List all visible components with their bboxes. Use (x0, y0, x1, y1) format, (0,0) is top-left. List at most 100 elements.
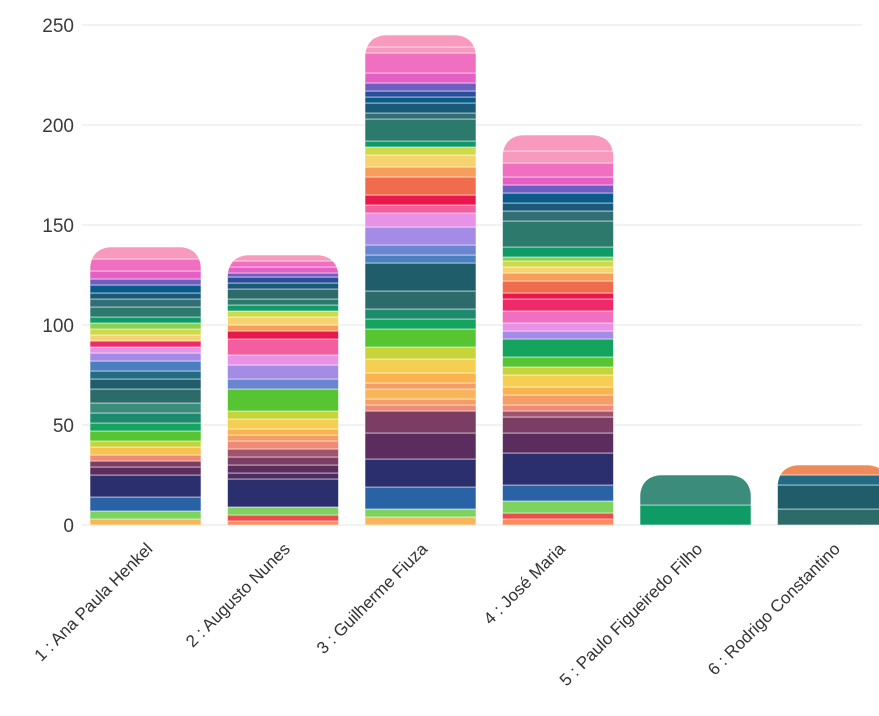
bar-4-segment-13[interactable] (502, 366, 614, 376)
bar-2-segment-17[interactable] (227, 354, 339, 366)
bar-3-segment-17[interactable] (365, 290, 476, 310)
bar-6-segment-3[interactable] (777, 474, 879, 486)
bar-1-segment-21[interactable] (90, 334, 201, 342)
bar-6-segment-2[interactable] (777, 484, 879, 510)
bar-3-segment-30[interactable] (365, 118, 476, 142)
bar-3-segment-18[interactable] (365, 262, 476, 292)
bar-3-segment-14[interactable] (365, 328, 476, 348)
bar-4-segment-15[interactable] (502, 338, 614, 358)
bar-1-segment-16[interactable] (90, 370, 201, 380)
bar-3-segment-1[interactable] (365, 516, 476, 525)
bar-1-segment-23[interactable] (90, 322, 201, 330)
bar-1-segment-7[interactable] (90, 454, 201, 462)
bar-1-segment-4[interactable] (90, 474, 201, 498)
bar-2-segment-19[interactable] (227, 330, 339, 340)
bar-3-segment-37[interactable] (365, 52, 476, 74)
bar-1-segment-26[interactable] (90, 298, 201, 308)
bar-2-segment-21[interactable] (227, 316, 339, 326)
bar-2-segment-3[interactable] (227, 506, 339, 516)
bar-1-segment-2[interactable] (90, 510, 201, 520)
bar-5[interactable] (640, 475, 751, 525)
bar-2-segment-27[interactable] (227, 276, 339, 284)
bar-1-segment-20[interactable] (90, 340, 201, 348)
bar-4-segment-20[interactable] (502, 292, 614, 300)
bar-1-segment-14[interactable] (90, 388, 201, 404)
bar-2-segment-10[interactable] (227, 434, 339, 442)
bar-4-segment-8[interactable] (502, 410, 614, 418)
bar-4-segment-19[interactable] (502, 298, 614, 312)
bar-3-segment-13[interactable] (365, 346, 476, 360)
bar-4-segment-30[interactable] (502, 192, 614, 204)
bar-3-segment-34[interactable] (365, 90, 476, 98)
bar-3-segment-27[interactable] (365, 154, 476, 168)
bar-3-segment-19[interactable] (365, 254, 476, 264)
bar-3-segment-21[interactable] (365, 226, 476, 246)
bar-2-segment-13[interactable] (227, 410, 339, 420)
bar-3-segment-36[interactable] (365, 72, 476, 84)
bar-2-segment-12[interactable] (227, 418, 339, 430)
bar-3-segment-3[interactable] (365, 486, 476, 510)
bar-2-segment-22[interactable] (227, 310, 339, 318)
bar-3-segment-8[interactable] (365, 398, 476, 406)
bar-1-segment-19[interactable] (90, 346, 201, 354)
bar-4-segment-28[interactable] (502, 210, 614, 222)
bar-3-segment-33[interactable] (365, 96, 476, 104)
bar-1-segment-6[interactable] (90, 460, 201, 468)
bar-2-segment-15[interactable] (227, 378, 339, 390)
bar-2-segment-18[interactable] (227, 338, 339, 356)
bar-4-segment-21[interactable] (502, 280, 614, 294)
bar-3-segment-12[interactable] (365, 358, 476, 374)
bar-1-segment-24[interactable] (90, 316, 201, 324)
bar-3-segment-22[interactable] (365, 212, 476, 228)
bar-5-segment-1[interactable] (640, 504, 751, 525)
bar-4-segment-5[interactable] (502, 452, 614, 486)
bar-4-segment-6[interactable] (502, 432, 614, 454)
bar-4-segment-25[interactable] (502, 256, 614, 262)
bar-3-segment-26[interactable] (365, 166, 476, 178)
bar-3-segment-6[interactable] (365, 410, 476, 434)
bar-4-segment-35[interactable] (502, 135, 614, 152)
bar-6-segment-4[interactable] (777, 465, 879, 476)
bar-3-segment-4[interactable] (365, 458, 476, 488)
bar-2-segment-1[interactable] (227, 520, 339, 525)
bar-3-segment-23[interactable] (365, 204, 476, 214)
bar-4-segment-7[interactable] (502, 416, 614, 434)
bar-4-segment-29[interactable] (502, 202, 614, 212)
bar-1-segment-10[interactable] (90, 430, 201, 442)
bar-2-segment-28[interactable] (227, 272, 339, 278)
bar-2-segment-30[interactable] (227, 260, 339, 268)
bar-3-segment-5[interactable] (365, 432, 476, 460)
bar-1-segment-30[interactable] (90, 270, 201, 280)
bar-2-segment-5[interactable] (227, 472, 339, 480)
bar-4-segment-17[interactable] (502, 322, 614, 332)
bar-3-segment-2[interactable] (365, 508, 476, 518)
bar-2-segment-4[interactable] (227, 478, 339, 508)
bar-4-segment-23[interactable] (502, 266, 614, 274)
bar-1-segment-27[interactable] (90, 292, 201, 300)
bar-4-segment-31[interactable] (502, 184, 614, 194)
bar-1-segment-31[interactable] (90, 258, 201, 272)
bar-3-segment-28[interactable] (365, 146, 476, 156)
bar-1-segment-25[interactable] (90, 306, 201, 318)
bar-4-segment-9[interactable] (502, 404, 614, 412)
bar-1-segment-12[interactable] (90, 412, 201, 424)
bar-1-segment-3[interactable] (90, 496, 201, 512)
bar-3-segment-38[interactable] (365, 46, 476, 54)
bar-4[interactable] (502, 135, 614, 525)
bar-1-segment-15[interactable] (90, 378, 201, 390)
bar-4-segment-11[interactable] (502, 386, 614, 396)
bar-4-segment-16[interactable] (502, 330, 614, 340)
bar-1-segment-18[interactable] (90, 352, 201, 362)
bar-2-segment-6[interactable] (227, 464, 339, 474)
bar-4-segment-3[interactable] (502, 500, 614, 514)
bar-3-segment-25[interactable] (365, 176, 476, 196)
bar-1-segment-5[interactable] (90, 466, 201, 476)
bar-3-segment-20[interactable] (365, 244, 476, 256)
bar-1-segment-13[interactable] (90, 402, 201, 414)
bar-1-segment-22[interactable] (90, 328, 201, 336)
bar-4-segment-1[interactable] (502, 518, 614, 525)
bar-1-segment-1[interactable] (90, 518, 201, 525)
bar-6[interactable] (777, 465, 879, 525)
bar-3-segment-9[interactable] (365, 388, 476, 400)
bar-3-segment-16[interactable] (365, 308, 476, 320)
